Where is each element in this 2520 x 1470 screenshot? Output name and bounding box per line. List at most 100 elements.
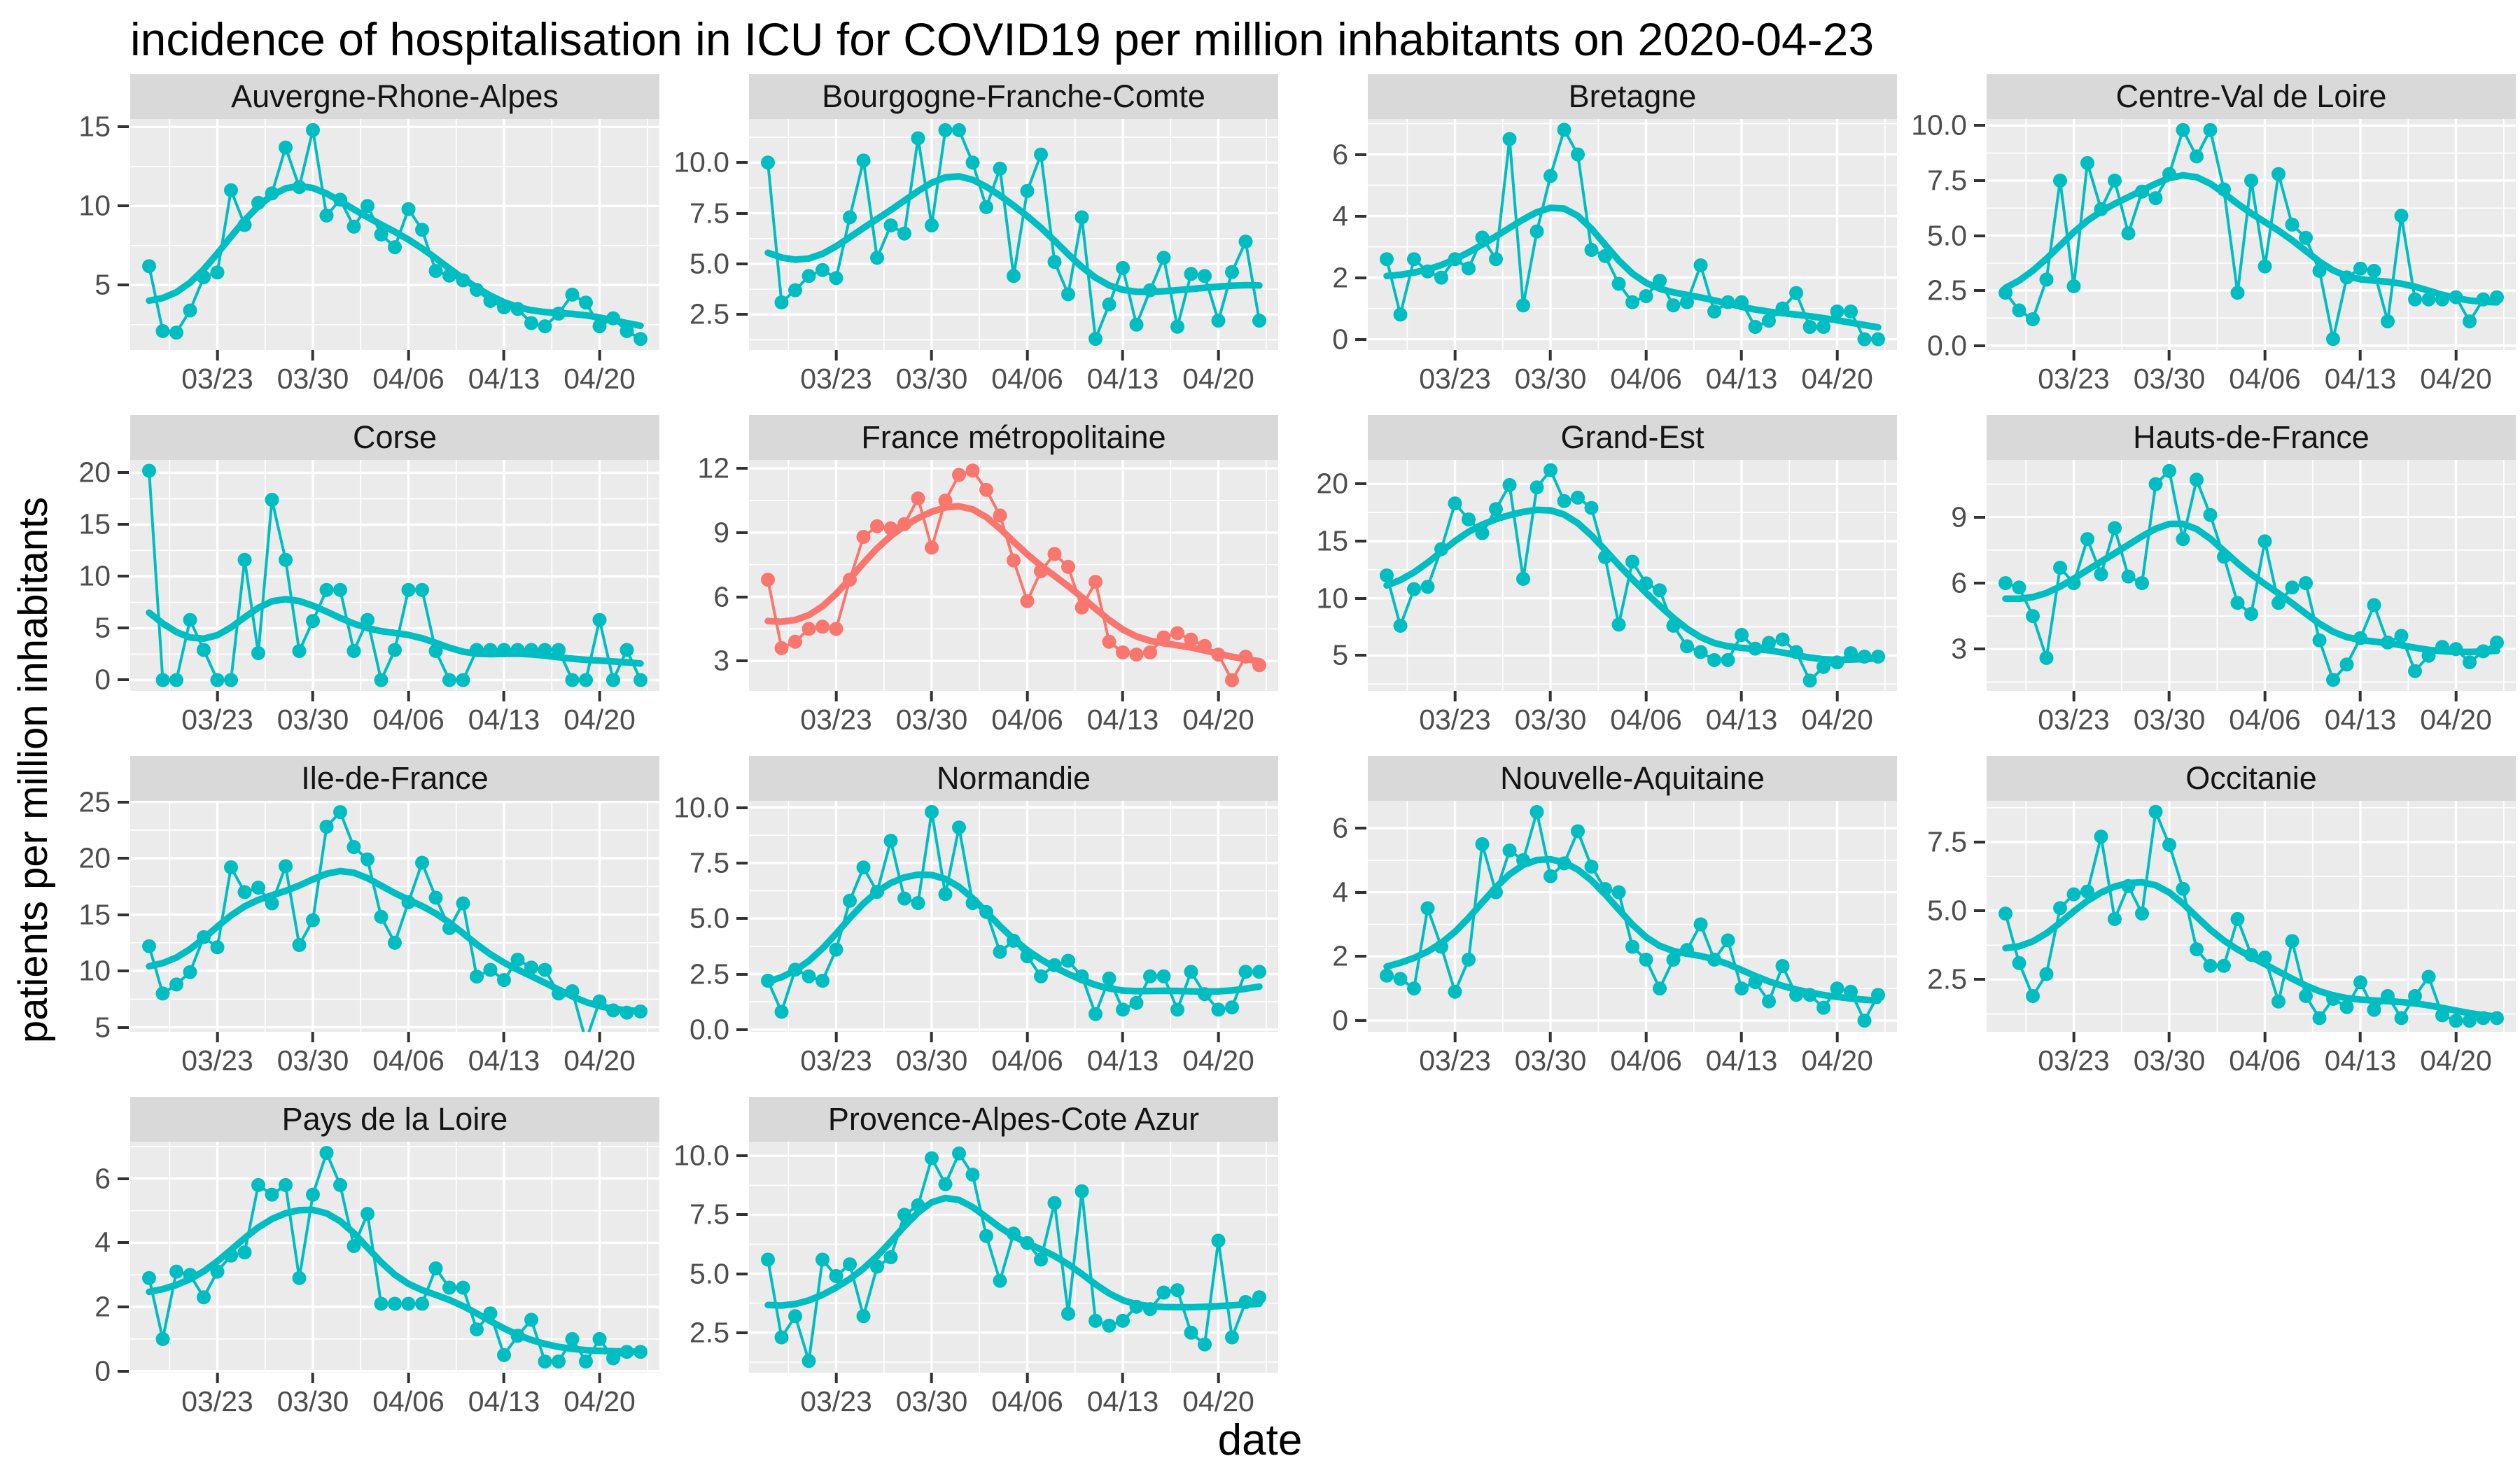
data-points bbox=[1998, 122, 2504, 346]
y-tick-label: 6 bbox=[1332, 811, 1348, 844]
x-tick-mark bbox=[216, 691, 219, 701]
x-tick-mark bbox=[1740, 350, 1743, 360]
panel-background bbox=[130, 1142, 659, 1373]
x-tick-mark bbox=[930, 350, 933, 360]
x-tick: 03/23 bbox=[1419, 691, 1491, 736]
x-tick-mark bbox=[930, 1373, 933, 1383]
y-tick-label: 5.0 bbox=[690, 1257, 729, 1290]
y-tick-label: 2.5 bbox=[690, 1316, 729, 1349]
y-tick-label: 0 bbox=[94, 1354, 111, 1387]
x-tick-mark bbox=[1548, 1032, 1552, 1042]
x-tick-mark bbox=[598, 691, 601, 701]
y-tick-label: 6 bbox=[1332, 138, 1348, 171]
y-axis: 5 10 15 20 bbox=[1284, 460, 1368, 691]
x-tick-mark bbox=[2167, 691, 2171, 701]
facet-plot-svg bbox=[749, 1142, 1278, 1373]
x-tick-label: 04/13 bbox=[1705, 363, 1778, 395]
y-tick-label: 2 bbox=[94, 1290, 111, 1323]
facet-plot-svg bbox=[130, 119, 659, 350]
x-tick: 04/13 bbox=[468, 350, 540, 396]
major-gridlines bbox=[130, 119, 659, 350]
x-tick: 04/20 bbox=[2420, 691, 2492, 736]
facet-title: Normandie bbox=[936, 760, 1091, 796]
x-tick-label: 03/30 bbox=[895, 704, 968, 736]
trend-line bbox=[2002, 172, 2500, 306]
y-tick-label: 10.0 bbox=[673, 791, 729, 824]
y-tick-mark bbox=[736, 1154, 748, 1158]
y-tick-label: 5.0 bbox=[1927, 219, 1967, 252]
x-tick-mark bbox=[1026, 691, 1029, 701]
x-axis: 03/23 03/30 04/06 04/13 04/20 bbox=[1987, 350, 2516, 396]
x-tick-mark bbox=[407, 691, 410, 701]
x-tick-label: 04/06 bbox=[2229, 704, 2301, 736]
panel-background bbox=[749, 460, 1278, 691]
x-axis: 03/23 03/30 04/06 04/13 04/20 bbox=[130, 350, 659, 396]
data-points bbox=[142, 805, 648, 1020]
x-tick-mark bbox=[1217, 1032, 1220, 1042]
y-tick-label: 4 bbox=[1332, 876, 1348, 909]
x-axis: 03/23 03/30 04/06 04/13 04/20 bbox=[1987, 1032, 2516, 1078]
y-tick-mark bbox=[1974, 515, 1985, 519]
x-tick-mark bbox=[1740, 1032, 1743, 1042]
y-tick-mark bbox=[118, 678, 129, 682]
x-axis: 03/23 03/30 04/06 04/13 04/20 bbox=[1987, 691, 2516, 737]
x-tick-mark bbox=[2263, 1032, 2267, 1042]
x-tick-mark bbox=[1121, 350, 1124, 360]
x-tick-label: 03/23 bbox=[800, 363, 872, 395]
facet-title: Centre-Val de Loire bbox=[2115, 78, 2387, 114]
y-tick-label: 15 bbox=[78, 110, 111, 143]
x-tick-mark bbox=[598, 1032, 601, 1042]
x-tick-label: 04/13 bbox=[1705, 704, 1778, 736]
x-tick-label: 04/06 bbox=[372, 1385, 444, 1418]
x-tick: 03/30 bbox=[1515, 350, 1586, 396]
y-tick-label: 5 bbox=[1332, 638, 1348, 671]
y-axis: 0 2 4 6 bbox=[1284, 119, 1368, 355]
x-tick: 04/06 bbox=[2229, 350, 2301, 396]
y-tick-mark bbox=[1974, 909, 1985, 913]
facet-strip: Auvergne-Rhone-Alpes bbox=[130, 74, 659, 119]
y-tick-mark bbox=[1355, 955, 1366, 958]
x-tick-label: 04/06 bbox=[372, 1044, 444, 1077]
x-tick-mark bbox=[2072, 1032, 2076, 1042]
y-tick-mark bbox=[118, 1026, 129, 1029]
y-tick-label: 2.5 bbox=[690, 958, 729, 990]
x-tick-label: 04/13 bbox=[468, 363, 540, 395]
y-tick-mark bbox=[1355, 1018, 1366, 1022]
x-tick: 04/06 bbox=[372, 1032, 444, 1077]
x-tick: 04/13 bbox=[2325, 691, 2396, 736]
x-tick: 04/20 bbox=[1182, 691, 1254, 736]
y-tick-label: 3 bbox=[713, 644, 729, 677]
x-tick-label: 04/13 bbox=[2324, 1044, 2397, 1077]
y-tick-mark bbox=[118, 575, 129, 578]
trend-line bbox=[146, 596, 644, 667]
x-tick: 04/20 bbox=[1801, 691, 1873, 736]
facet-plot-svg bbox=[1987, 460, 2516, 691]
y-tick-label: 10.0 bbox=[1911, 108, 1967, 141]
x-tick: 04/13 bbox=[468, 1373, 540, 1418]
facet-plot-svg bbox=[1368, 119, 1897, 350]
data-points bbox=[761, 463, 1266, 687]
x-tick-label: 03/23 bbox=[2038, 1044, 2110, 1077]
data-points bbox=[761, 804, 1266, 1021]
x-tick-label: 03/23 bbox=[181, 1044, 253, 1077]
facet-plot-svg bbox=[130, 801, 659, 1032]
x-tick-label: 03/30 bbox=[895, 1044, 968, 1077]
y-tick-label: 2.5 bbox=[690, 298, 729, 330]
facet-panel: Hauts-de-France 3 6 9 03/23 03/30 04/06 04/13… bbox=[1903, 415, 2516, 756]
x-tick: 03/30 bbox=[895, 691, 968, 736]
x-tick-mark bbox=[1644, 691, 1648, 701]
facet-title: Occitanie bbox=[2185, 760, 2317, 796]
x-tick: 03/23 bbox=[181, 350, 253, 396]
data-points bbox=[142, 1146, 648, 1368]
y-tick-mark bbox=[118, 913, 129, 916]
x-tick-label: 03/23 bbox=[1419, 704, 1491, 736]
y-tick-mark bbox=[1355, 654, 1366, 657]
facet-plot-area: 5 10 15 20 bbox=[1316, 460, 1897, 691]
x-tick-mark bbox=[1026, 1373, 1029, 1383]
y-axis: 0 5 10 15 20 bbox=[46, 456, 130, 696]
x-tick-mark bbox=[311, 1032, 314, 1042]
x-tick: 04/06 bbox=[991, 691, 1063, 736]
x-tick-mark bbox=[834, 1032, 838, 1042]
facet-plot-svg bbox=[1987, 119, 2516, 350]
x-tick-mark bbox=[216, 350, 219, 360]
